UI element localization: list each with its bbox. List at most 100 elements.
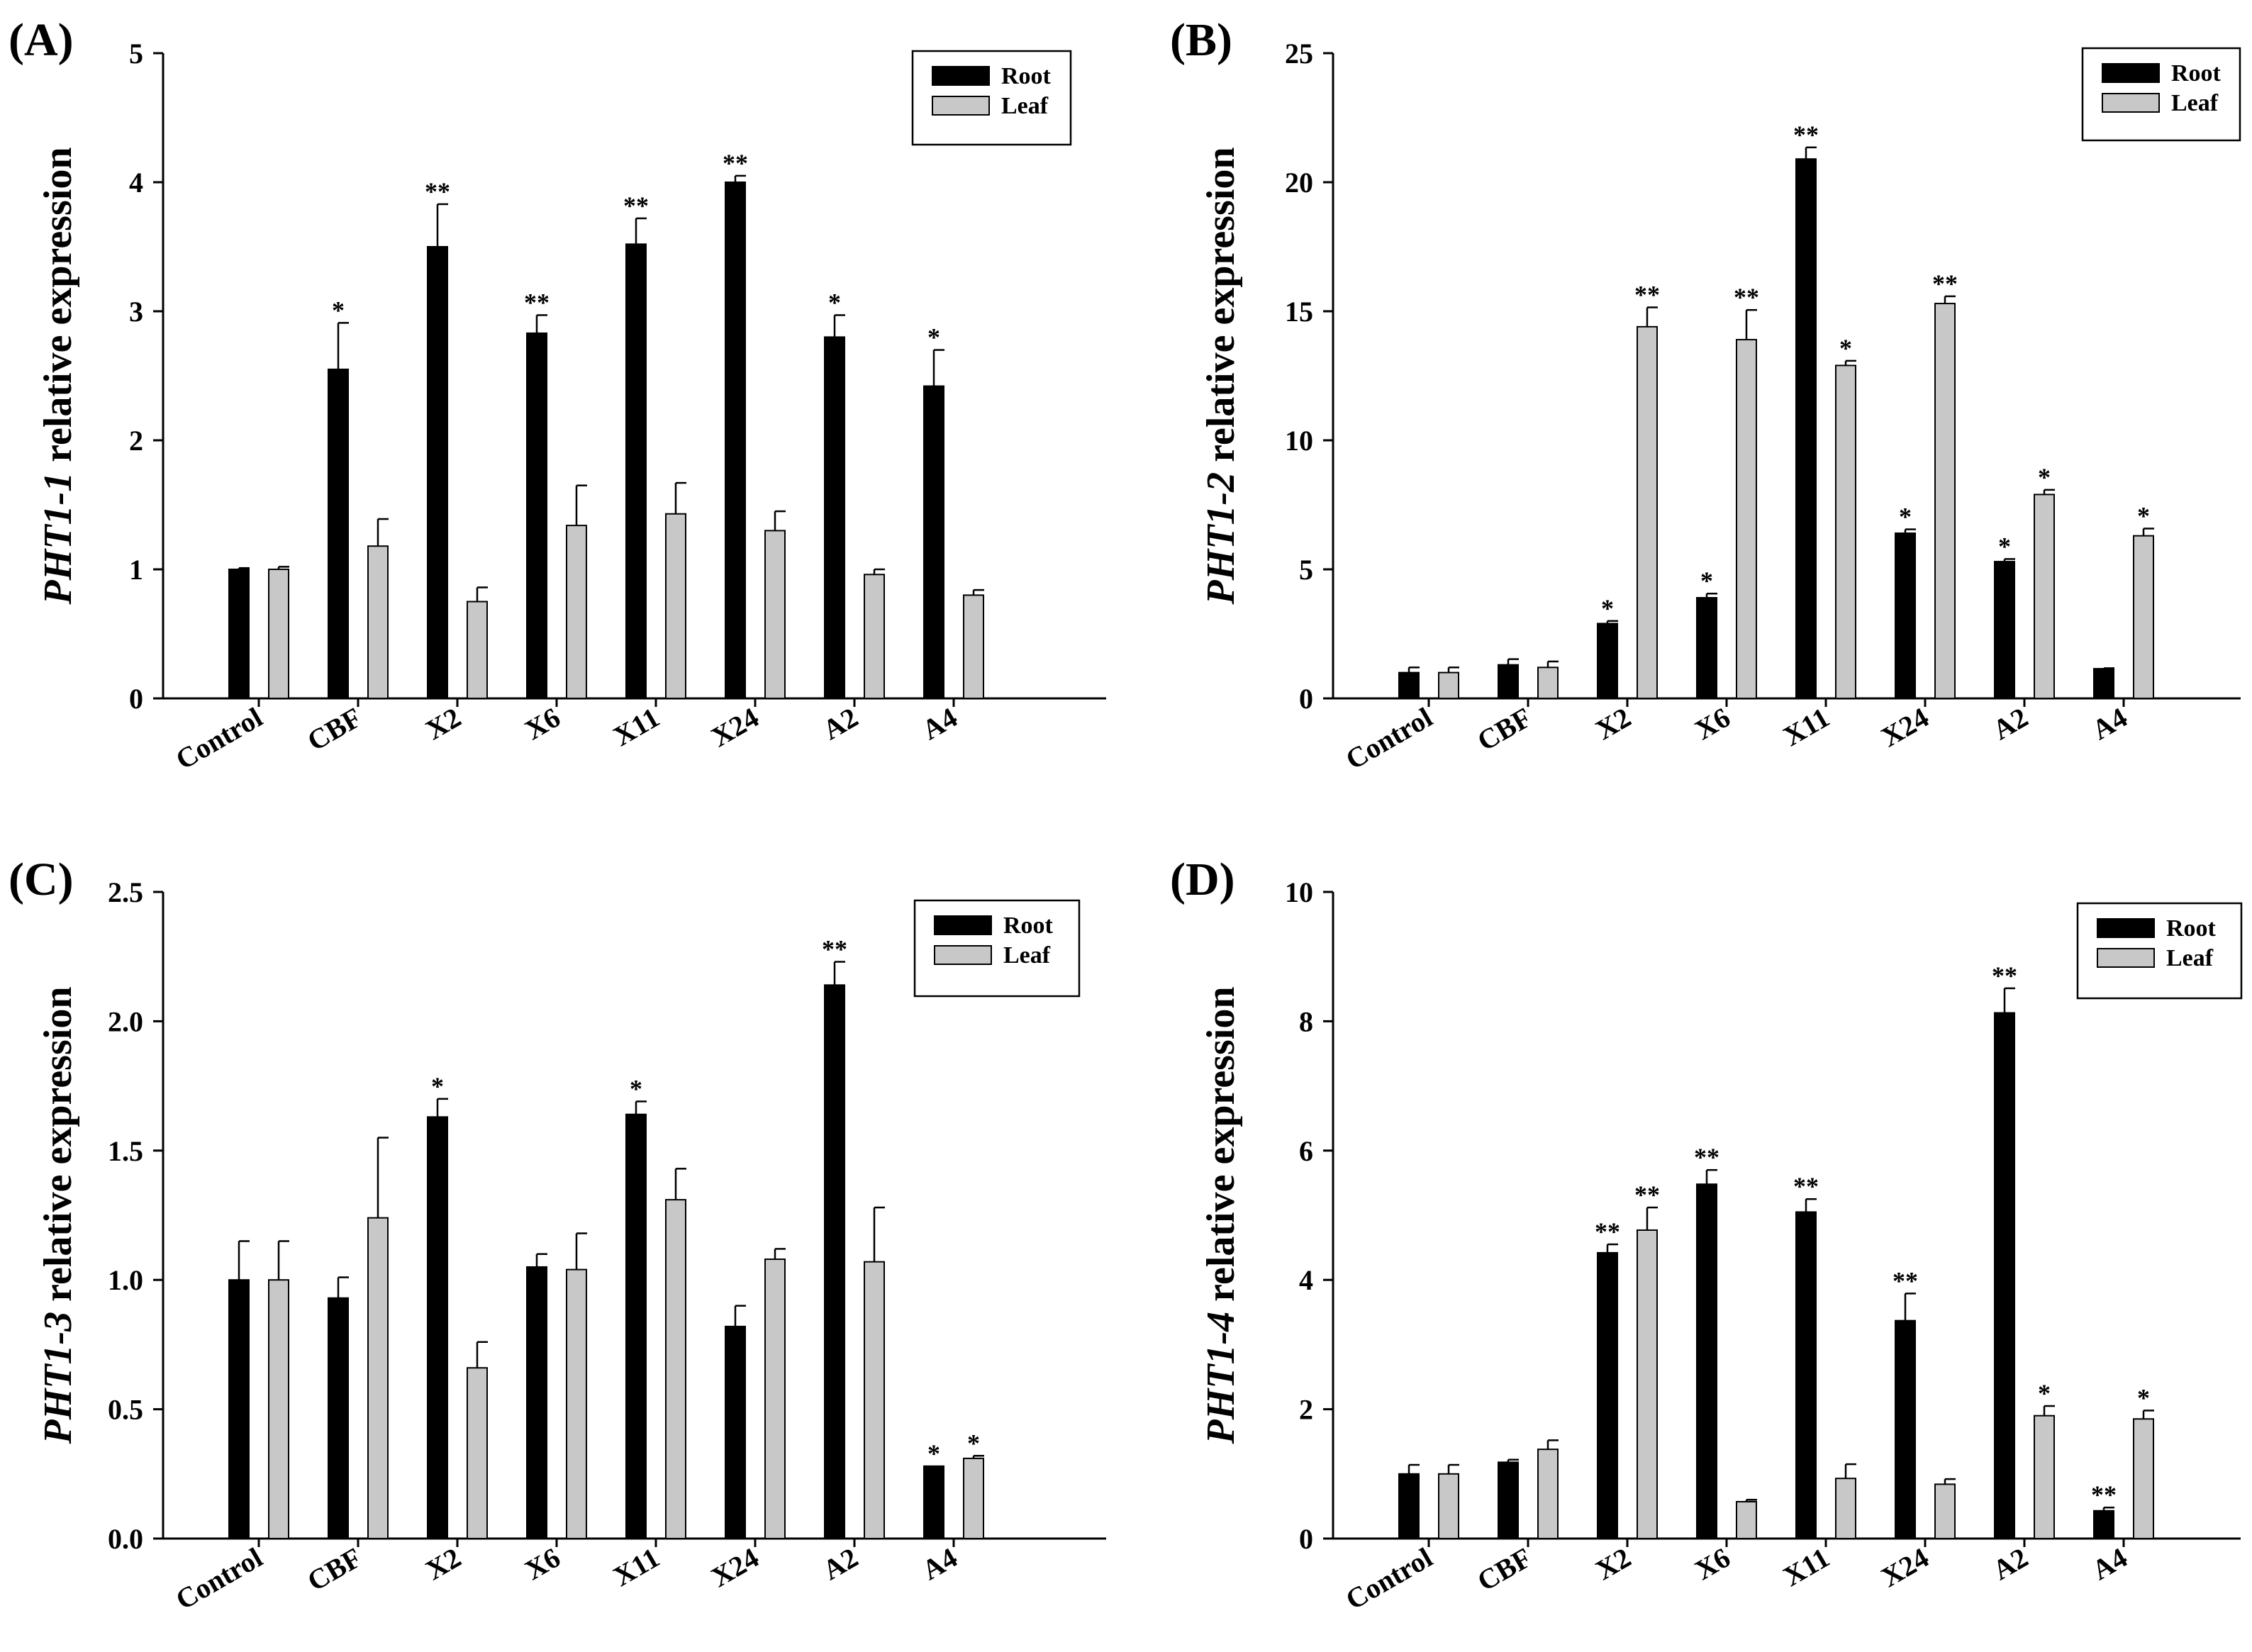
y-tick-label: 4 [129, 167, 143, 199]
x-tick-label: A4 [2087, 701, 2133, 746]
bar-leaf [566, 1268, 587, 1540]
bar-leaf [1934, 1483, 1956, 1540]
bar-leaf [367, 545, 389, 699]
y-axis-label-gene: PHT1-4 [1199, 1312, 1243, 1445]
bar-root [1795, 158, 1817, 700]
bar-leaf [1934, 303, 1956, 699]
bar-root [1795, 1211, 1817, 1539]
bar-root [2093, 668, 2114, 700]
chart-panel: (C) 0.0 0.5 1.0 1.5 2.0 2.5 PHT1-3 relative exp… [9, 854, 1106, 1616]
bar-leaf [2133, 535, 2154, 699]
significance-mark: * [332, 296, 345, 324]
y-tick-label: 0 [129, 683, 143, 715]
x-tick-label: A4 [917, 701, 963, 746]
bar-leaf [467, 1367, 488, 1540]
significance-mark: * [1998, 532, 2011, 560]
y-tick-label: 1 [129, 554, 143, 586]
bar-leaf [268, 1279, 289, 1539]
bar-leaf [665, 513, 686, 699]
legend-swatch-leaf [2102, 93, 2160, 113]
y-tick-label: 2.5 [108, 876, 143, 908]
y-axis-label-rest: relative expression [1199, 987, 1243, 1312]
significance-mark: ** [1793, 1172, 1819, 1200]
bar-root [625, 243, 647, 699]
significance-mark: ** [1694, 1143, 1719, 1171]
bar-root [1994, 561, 2015, 700]
panel-label: (B) [1170, 14, 1232, 66]
x-tick-label: X6 [1690, 1541, 1736, 1586]
chart-panel: (A) 0 1 2 3 4 5 PHT1-1 relative expression Contr… [9, 14, 1106, 776]
bar-leaf [1537, 1449, 1559, 1540]
bar-leaf [1835, 1478, 1856, 1540]
bar-leaf [2034, 493, 2055, 699]
bar-leaf [2034, 1414, 2055, 1539]
bar-leaf [367, 1217, 389, 1539]
significance-mark: ** [623, 191, 649, 220]
chart-panel: (B) 0 5 10 15 20 25 PHT1-2 relative expression C… [1170, 14, 2241, 776]
bar-leaf [963, 594, 984, 700]
y-axis-label-rest: relative expression [36, 987, 80, 1312]
significance-mark: ** [1734, 283, 1759, 311]
bar-leaf [1537, 666, 1559, 700]
y-axis-label-rest: relative expression [36, 147, 80, 472]
bar-root [1895, 532, 1916, 699]
y-tick-label: 0 [1299, 1523, 1313, 1555]
legend-swatch-root [934, 915, 992, 935]
y-axis-label: PHT1-4 relative expression [1199, 987, 1243, 1445]
y-tick-label: 1.5 [108, 1135, 143, 1167]
bar-root [1696, 597, 1717, 699]
bar-root [328, 368, 349, 700]
x-tick-label: A2 [1988, 701, 2034, 746]
significance-mark: ** [1893, 1266, 1918, 1295]
x-tick-label: A4 [2087, 1541, 2133, 1586]
significance-mark: * [2038, 1379, 2051, 1407]
y-tick-label: 10 [1285, 425, 1313, 457]
significance-mark: ** [1634, 1181, 1660, 1209]
bar-root [824, 984, 845, 1539]
bar-root [228, 569, 250, 699]
bar-root [427, 1116, 448, 1539]
x-tick-label: X2 [1590, 701, 1637, 746]
legend-label-leaf: Leaf [1001, 93, 1049, 119]
panel-label: (C) [9, 854, 74, 905]
bar-leaf [1438, 1473, 1459, 1540]
legend: Root Leaf [913, 899, 1081, 998]
bar-root [1597, 1251, 1618, 1539]
significance-mark: ** [425, 177, 450, 206]
legend: Root Leaf [2076, 902, 2243, 1000]
significance-mark: * [828, 288, 841, 316]
x-tick-label: CBF [302, 1541, 367, 1597]
legend-label-root: Root [2171, 60, 2222, 86]
x-tick-label: Control [170, 1541, 267, 1616]
significance-mark: * [2137, 1383, 2150, 1412]
bar-leaf [963, 1457, 984, 1540]
x-tick-label: X2 [420, 1541, 467, 1586]
legend-swatch-root [2102, 63, 2160, 83]
x-tick-label: CBF [302, 701, 367, 757]
legend-label-root: Root [1001, 63, 1052, 89]
x-tick-label: X11 [1778, 1541, 1834, 1592]
legend-swatch-leaf [932, 96, 990, 116]
bar-leaf [1637, 325, 1658, 699]
significance-mark: * [2038, 463, 2051, 491]
y-tick-label: 15 [1285, 296, 1313, 328]
bar-leaf [467, 601, 488, 699]
x-tick-label: X6 [1690, 701, 1736, 746]
bar-root [1597, 623, 1618, 699]
bar-leaf [268, 569, 289, 699]
significance-mark: ** [822, 934, 847, 963]
significance-mark: * [630, 1074, 642, 1103]
significance-mark: * [431, 1072, 444, 1100]
y-axis-label-gene: PHT1-2 [1199, 472, 1243, 605]
x-tick-label: X24 [706, 1541, 764, 1593]
significance-mark: ** [1793, 121, 1819, 149]
bar-leaf [1637, 1229, 1658, 1539]
x-tick-label: CBF [1472, 701, 1537, 757]
x-tick-label: A2 [818, 701, 864, 746]
bar-root [526, 1266, 547, 1539]
significance-mark: * [2137, 501, 2150, 530]
bar-leaf [2133, 1418, 2154, 1540]
legend-swatch-leaf [934, 945, 992, 965]
significance-mark: * [967, 1429, 980, 1457]
y-tick-label: 20 [1285, 167, 1313, 199]
